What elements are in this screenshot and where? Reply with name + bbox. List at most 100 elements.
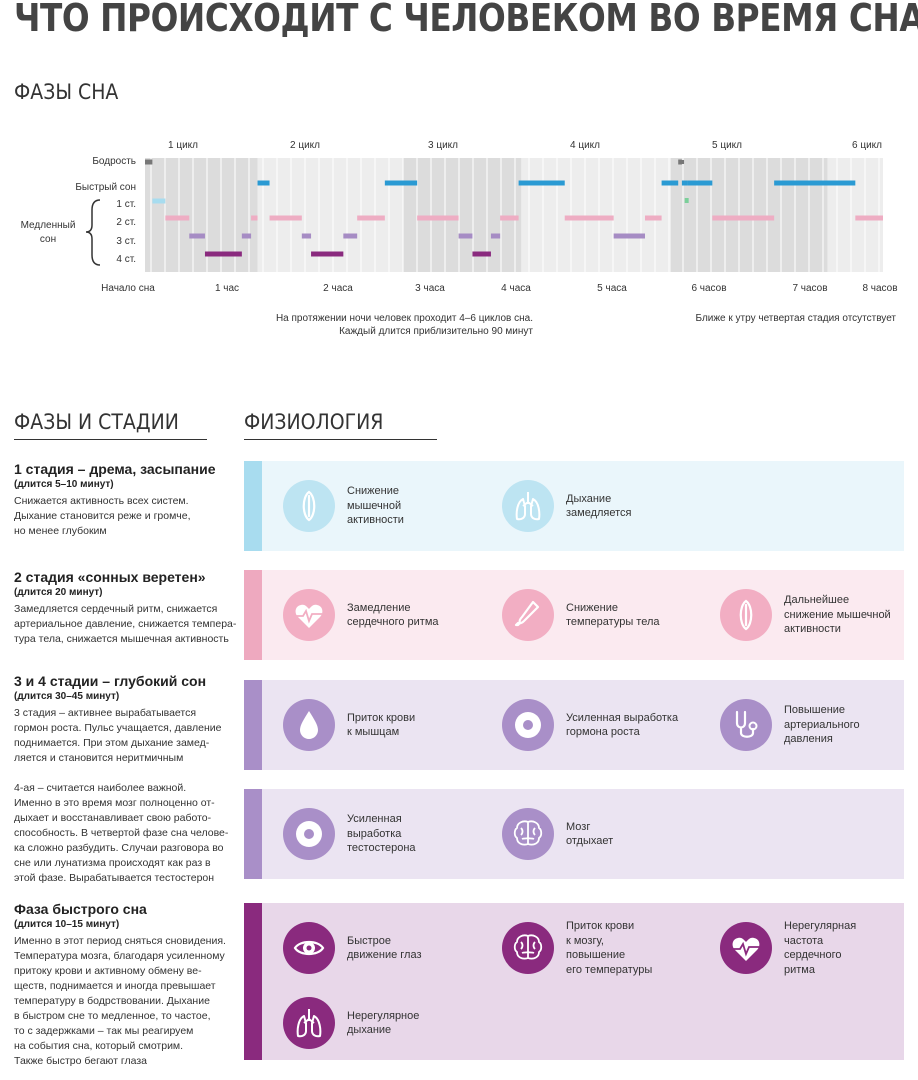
hypnogram-bands [145,158,883,272]
stage-4-text: 4-ая – считается наиболее важной. Именно… [14,781,239,886]
stage-4-line: способность. В четвертой фазе сна челове… [14,827,229,839]
physiology-panel-2: Замедление сердечного ритма Снижение темпер… [244,570,904,660]
physiology-item-line: к мышцам [347,726,400,738]
hypnogram-segments [145,159,883,257]
physiology-item-text: Повышение артериального давления [784,703,860,747]
time-label-0: Начало сна [101,283,155,294]
hypnogram-grid [150,158,880,272]
physiology-item-line: Усиленная выработка [566,711,679,724]
physiology-item-text: Нерегулярная частота сердечного ритма [784,919,856,977]
stage-2-line: артериальное давление, снижается темпера… [14,618,237,630]
physiology-item-line: сердечного [784,949,842,961]
stage-rem-text: Именно в этот период сняться сновидения.… [14,934,239,1069]
physiology-item-line: к мозгу, [566,934,604,947]
physiology-item-line: давления [784,733,833,746]
brain-icon [502,922,554,974]
physiology-panel-1: Снижение мышечной активности Дыхание замедля… [244,461,904,551]
cycle-label-2: 2 цикл [290,140,320,151]
time-label-7: 7 часов [792,283,828,294]
physiology-panel-5: Быстрое движение глаз Приток крови к мозгу,… [244,903,904,1060]
cycle-band [827,158,883,272]
stage-1-text: Снижается активность всех систем. Дыхани… [14,494,239,539]
hypnogram-segment [458,233,473,239]
physiology-item-line: Быстрое [347,934,392,947]
hypnogram-segment [152,198,166,204]
stage-1-line: но менее глубоким [14,525,107,537]
stage-rem-line: Также быстро бегают глаза [14,1055,148,1067]
physiology-item-line: выработка [347,827,402,840]
time-label-4: 4 часа [501,283,531,294]
physiology-item-text: Дальнейшее снижение мышечной активности [784,593,891,637]
stage-2-text: Замедляется сердечный ритм, снижается ар… [14,602,239,647]
physiology-item-line: Нерегулярное [347,1009,420,1022]
hormone-cell-icon [502,699,554,751]
stage-rem-line: температуру в бодрствовании. Дыхание [14,995,210,1007]
hypnogram-segment [855,215,883,221]
hypnogram-segment [357,215,385,221]
stage-4-line: ка сложно разбудить. Случаи разговора во [14,842,224,854]
physiology-item-line: активности [784,623,841,636]
physiology-item-line: Повышение [784,704,846,717]
hypnogram-segment [269,215,302,221]
hypnogram-segment [417,215,459,221]
physiology-panel-4: Усиленная выработка тестостерона Мозг отдыха… [244,789,904,879]
physiology-item-line: отдыхает [566,835,614,847]
physiology-item-line: Приток крови [566,920,635,932]
physiology-item-line: снижение мышечной [784,608,891,621]
blood-drop-icon [283,699,335,751]
physiology-item-line: Снижение [347,485,399,498]
physiology-item-line: Мозг [566,820,591,833]
hypnogram-segment [500,215,519,221]
stage-rem-line: Именно в этот период сняться сновидения. [14,935,226,947]
physiology-item-line: Замедление [347,601,411,614]
time-label-2: 2 часа [323,283,353,294]
panel-color-bar [244,461,262,551]
physiology-item-line: Снижение [566,601,618,614]
stage-1-duration: (длится 5–10 минут) [14,479,114,490]
stage-rem-line: притоку крови и активному обмену ве- [14,965,202,977]
hypnogram-segment [241,233,252,239]
heart-pulse-icon [283,589,335,641]
stages-heading: ФАЗЫ И СТАДИИ [14,410,179,434]
physiology-item-text: Усиленная выработка гормона роста [566,711,678,740]
physiology-item-text: Мозг отдыхает [566,820,613,849]
thermometer-icon [502,589,554,641]
hypnogram-segment [661,180,679,186]
hypnogram-segment [774,180,856,186]
hypnogram-segment [343,233,358,239]
physiology-item-text: Усиленная выработка тестостерона [347,812,416,856]
hypnogram-segment [644,215,662,221]
hypnogram-segment [311,251,344,257]
time-label-1: 1 час [214,283,240,294]
physiology-item-line: движение глаз [347,949,422,961]
hypnogram-segment [145,159,153,165]
physiology-item-line: тестостерона [347,842,416,855]
hypnogram-chart [85,158,883,272]
physiology-item-line: замедляется [566,507,632,519]
stethoscope-icon [720,699,772,751]
hypnogram-segment [301,233,312,239]
hypnogram-segment [472,251,491,257]
stage-1-title: 1 стадия – дрема, засыпание [14,461,216,477]
hypnogram-segment [681,180,688,186]
hypnogram-segment [518,180,565,186]
panel-color-bar [244,903,262,1060]
hypnogram-segment [204,251,242,257]
lungs-icon [502,480,554,532]
hypnogram-segment [687,180,713,186]
physiology-panel-3: Приток крови к мышцам Усиленная выработка г… [244,680,904,770]
physiology-heading: ФИЗИОЛОГИЯ [244,410,384,434]
physiology-item-line: ритма [784,963,815,976]
stage-1: 1 стадия – дрема, засыпание (длится 5–10… [14,461,239,539]
note-cycles-2: Каждый длится приблизительно 90 минут [339,326,533,337]
hypnogram-segment [165,215,190,221]
hormone-cell-icon [283,808,335,860]
hypnogram-segment [257,180,270,186]
physiology-item-line: мышечной [347,499,402,512]
stage-3-4-line: 3 стадия – активнее вырабатывается [14,707,197,719]
stage-3-4-line: ляется и становится неритмичным [14,752,184,764]
physiology-item-text: Нерегулярное дыхание [347,1009,419,1038]
eye-icon [283,922,335,974]
brain-icon [502,808,554,860]
hypnogram-segment [189,233,205,239]
